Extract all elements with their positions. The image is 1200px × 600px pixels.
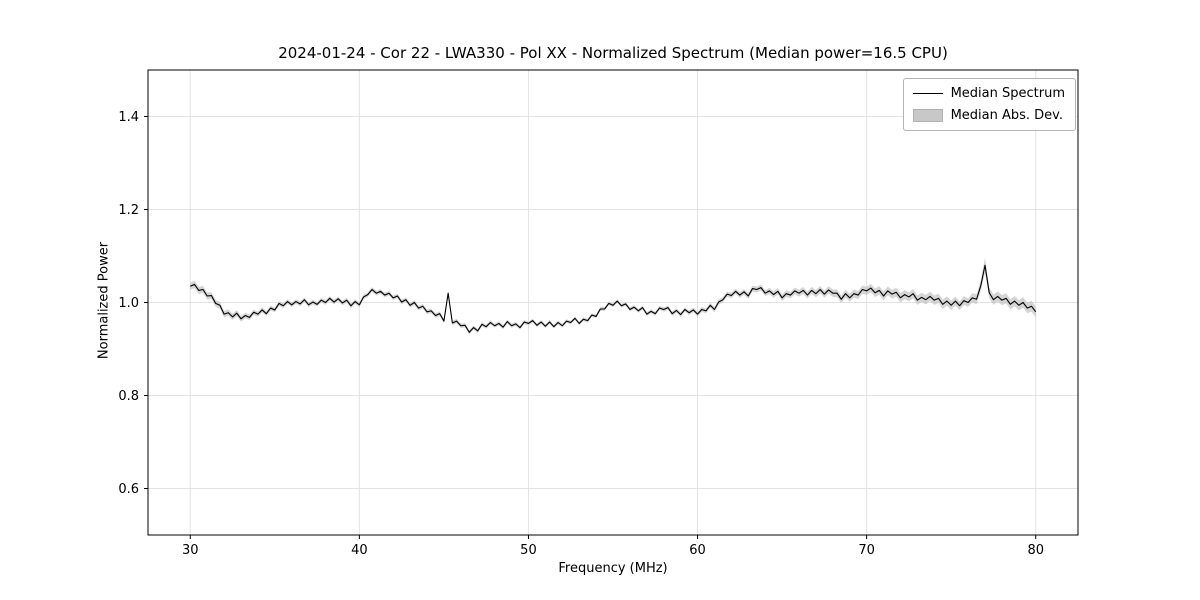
x-tick-label: 70	[858, 543, 875, 558]
x-tick-label: 50	[520, 543, 537, 558]
x-tick-label: 80	[1027, 543, 1044, 558]
x-tick-label: 30	[182, 543, 199, 558]
legend-label: Median Spectrum	[950, 86, 1065, 101]
x-axis-label: Frequency (MHz)	[558, 561, 668, 576]
legend-line-swatch	[912, 93, 943, 94]
legend-patch-swatch	[912, 109, 943, 122]
legend: Median Spectrum Median Abs. Dev.	[902, 78, 1076, 131]
y-tick-label: 1.4	[118, 110, 139, 125]
y-tick-label: 1.0	[118, 296, 139, 311]
x-tick-label: 40	[351, 543, 368, 558]
x-tick-label: 60	[689, 543, 706, 558]
y-tick-label: 1.2	[118, 203, 139, 218]
legend-entry-median-abs-dev: Median Abs. Dev.	[912, 108, 1065, 123]
y-axis-label: Normalized Power	[96, 241, 112, 360]
y-tick-label: 0.6	[118, 482, 139, 497]
median-spectrum-line	[190, 264, 1037, 333]
y-tick-label: 0.8	[118, 389, 139, 404]
mad-band	[190, 257, 1036, 335]
chart-title: 2024-01-24 - Cor 22 - LWA330 - Pol XX - …	[278, 44, 948, 62]
legend-entry-median-spectrum: Median Spectrum	[912, 86, 1065, 101]
legend-label: Median Abs. Dev.	[950, 108, 1064, 123]
